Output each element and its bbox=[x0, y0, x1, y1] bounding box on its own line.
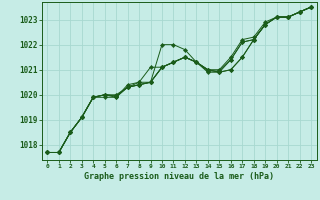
X-axis label: Graphe pression niveau de la mer (hPa): Graphe pression niveau de la mer (hPa) bbox=[84, 172, 274, 181]
